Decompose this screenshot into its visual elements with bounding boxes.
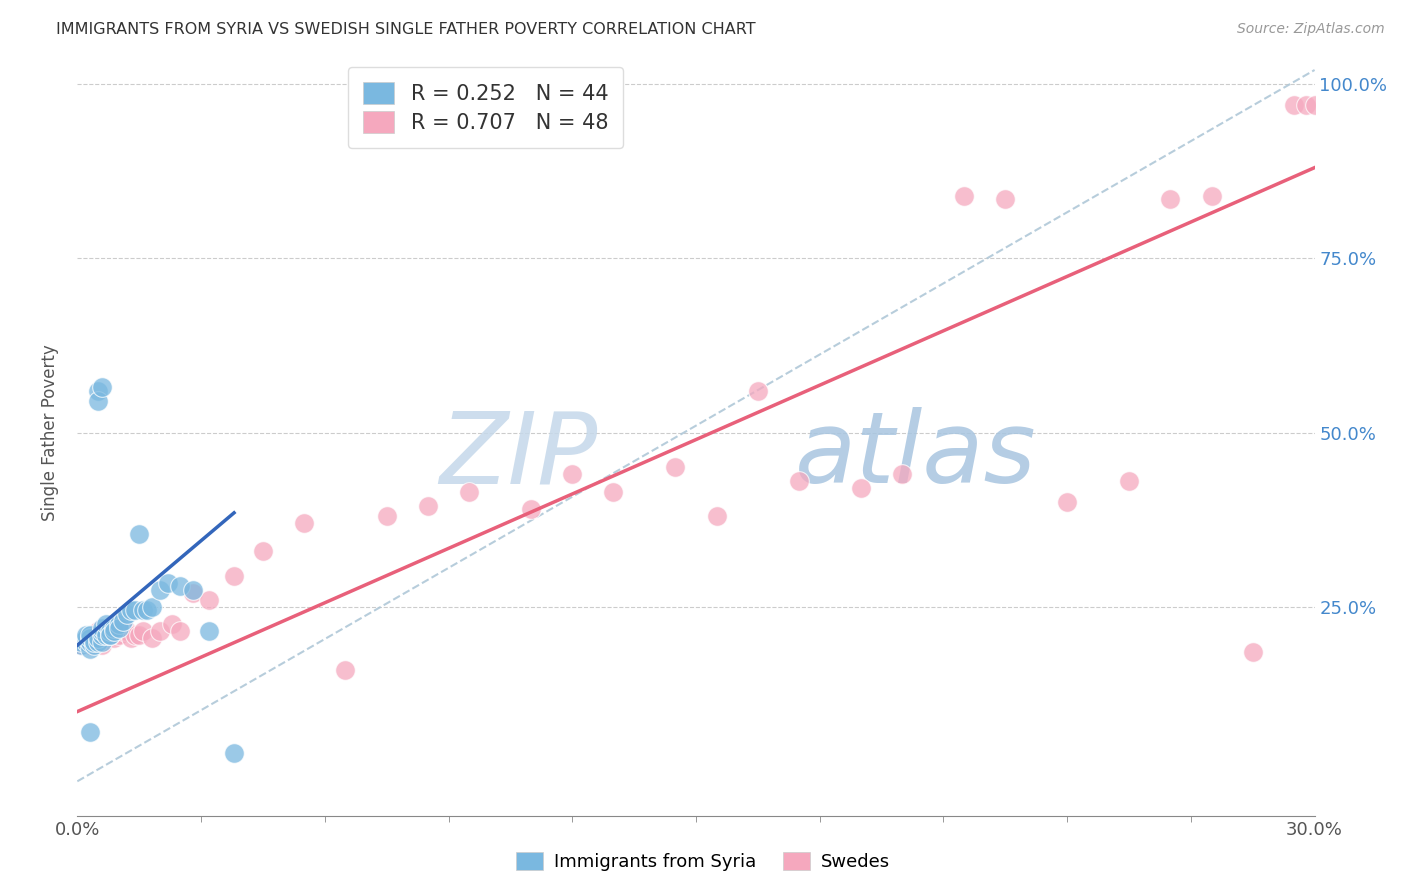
Point bbox=[198, 624, 221, 639]
Point bbox=[79, 641, 101, 656]
Point bbox=[1282, 98, 1305, 112]
Point bbox=[98, 628, 121, 642]
Point bbox=[91, 638, 114, 652]
Point bbox=[75, 628, 97, 642]
Point bbox=[849, 482, 872, 496]
Point bbox=[70, 635, 93, 649]
Point bbox=[157, 575, 180, 590]
Point bbox=[87, 632, 110, 646]
Point bbox=[98, 624, 121, 639]
Point bbox=[115, 607, 138, 621]
Text: ZIP: ZIP bbox=[439, 407, 598, 504]
Point bbox=[335, 663, 357, 677]
Point bbox=[1241, 645, 1264, 659]
Point bbox=[115, 624, 138, 639]
Point bbox=[124, 628, 146, 642]
Y-axis label: Single Father Poverty: Single Father Poverty bbox=[41, 344, 59, 521]
Point bbox=[87, 384, 110, 398]
Point bbox=[252, 544, 274, 558]
Point bbox=[141, 599, 163, 614]
Point bbox=[128, 526, 150, 541]
Point bbox=[83, 638, 105, 652]
Point bbox=[79, 725, 101, 739]
Point bbox=[953, 188, 976, 202]
Point bbox=[96, 617, 118, 632]
Point bbox=[292, 516, 315, 531]
Point bbox=[107, 628, 129, 642]
Point bbox=[160, 617, 183, 632]
Point bbox=[79, 628, 101, 642]
Point bbox=[120, 632, 142, 646]
Legend: R = 0.252   N = 44, R = 0.707   N = 48: R = 0.252 N = 44, R = 0.707 N = 48 bbox=[349, 67, 623, 148]
Point bbox=[222, 747, 245, 761]
Point bbox=[79, 632, 101, 646]
Point bbox=[83, 628, 105, 642]
Point bbox=[75, 632, 97, 646]
Point bbox=[98, 628, 121, 642]
Point bbox=[994, 192, 1017, 206]
Point bbox=[87, 635, 110, 649]
Point bbox=[149, 582, 172, 597]
Point bbox=[103, 621, 125, 635]
Text: Source: ZipAtlas.com: Source: ZipAtlas.com bbox=[1237, 22, 1385, 37]
Point bbox=[107, 621, 129, 635]
Point bbox=[91, 624, 114, 639]
Point bbox=[111, 614, 134, 628]
Point bbox=[132, 603, 155, 617]
Point bbox=[602, 484, 624, 499]
Point bbox=[91, 621, 114, 635]
Point bbox=[706, 509, 728, 524]
Point bbox=[91, 635, 114, 649]
Point bbox=[664, 460, 686, 475]
Point bbox=[128, 628, 150, 642]
Point bbox=[87, 624, 110, 639]
Point bbox=[1295, 98, 1317, 112]
Point bbox=[181, 586, 204, 600]
Point bbox=[70, 638, 93, 652]
Point bbox=[124, 603, 146, 617]
Point bbox=[96, 628, 118, 642]
Point bbox=[1159, 192, 1181, 206]
Point bbox=[87, 394, 110, 409]
Point bbox=[520, 502, 543, 516]
Point bbox=[198, 593, 221, 607]
Point bbox=[1118, 475, 1140, 489]
Point bbox=[149, 624, 172, 639]
Point bbox=[96, 628, 118, 642]
Point bbox=[1056, 495, 1078, 509]
Point bbox=[747, 384, 769, 398]
Point bbox=[91, 380, 114, 394]
Point bbox=[70, 638, 93, 652]
Point bbox=[891, 467, 914, 482]
Point bbox=[416, 499, 439, 513]
Point bbox=[222, 568, 245, 582]
Legend: Immigrants from Syria, Swedes: Immigrants from Syria, Swedes bbox=[509, 845, 897, 879]
Point bbox=[111, 624, 134, 639]
Point bbox=[75, 635, 97, 649]
Point bbox=[103, 632, 125, 646]
Point bbox=[98, 624, 121, 639]
Point bbox=[79, 635, 101, 649]
Point bbox=[458, 484, 481, 499]
Point bbox=[132, 624, 155, 639]
Point bbox=[141, 632, 163, 646]
Point bbox=[120, 603, 142, 617]
Point bbox=[169, 579, 191, 593]
Point bbox=[83, 635, 105, 649]
Point bbox=[787, 475, 810, 489]
Point bbox=[1303, 98, 1326, 112]
Text: IMMIGRANTS FROM SYRIA VS SWEDISH SINGLE FATHER POVERTY CORRELATION CHART: IMMIGRANTS FROM SYRIA VS SWEDISH SINGLE … bbox=[56, 22, 756, 37]
Point bbox=[181, 582, 204, 597]
Point bbox=[79, 638, 101, 652]
Point bbox=[136, 603, 159, 617]
Point bbox=[91, 628, 114, 642]
Point bbox=[75, 635, 97, 649]
Point bbox=[107, 617, 129, 632]
Text: atlas: atlas bbox=[794, 407, 1036, 504]
Point bbox=[561, 467, 583, 482]
Point bbox=[375, 509, 398, 524]
Point bbox=[103, 624, 125, 639]
Point bbox=[1201, 188, 1223, 202]
Point bbox=[169, 624, 191, 639]
